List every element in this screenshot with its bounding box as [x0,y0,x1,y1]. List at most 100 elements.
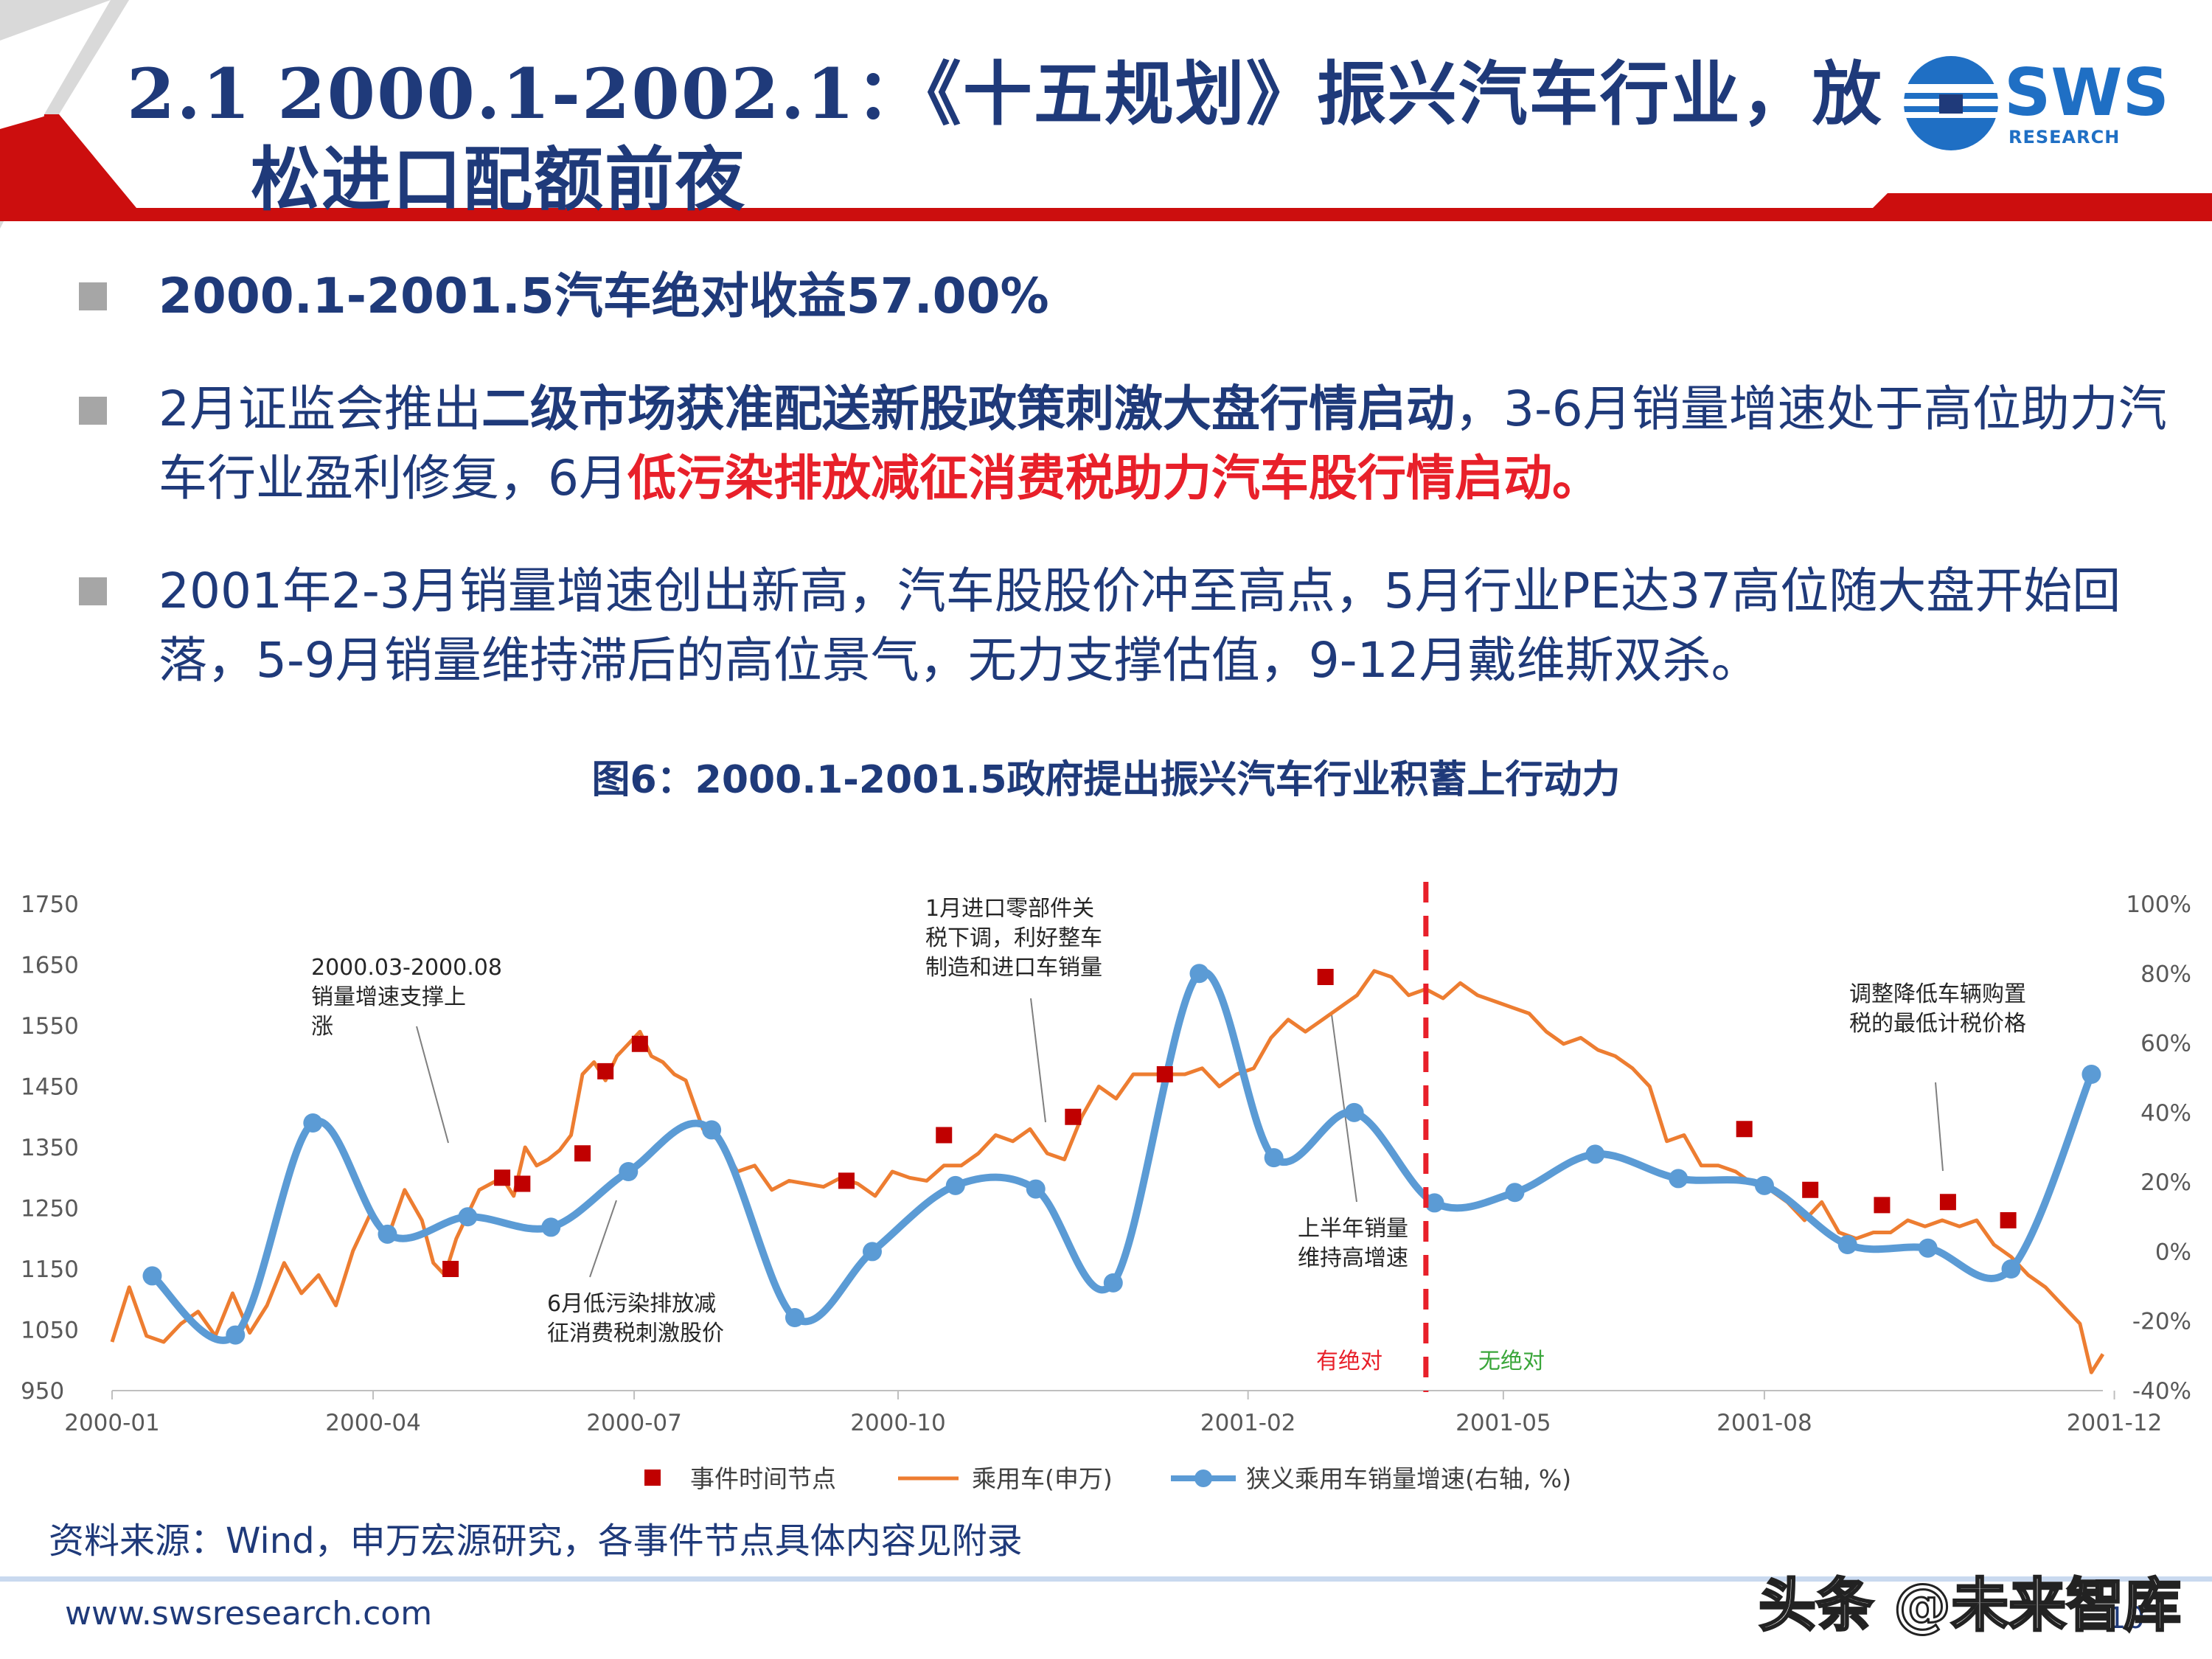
header-rule [125,208,2212,221]
event-markers [442,969,2017,1277]
event-marker [442,1261,459,1277]
growth-point [1585,1144,1605,1164]
line-chart: 1750 1650 1550 1450 1350 1250 1150 1050 950 100%… [21,882,2191,1493]
bullet-marker-1 [79,282,107,310]
y-left-tick-label: 1450 [21,1074,79,1101]
annotation-text: 1月进口零部件关税下调，利好整车制造和进口车销量 [925,896,1102,981]
y-left-tick-label: 950 [21,1378,64,1405]
growth-point [1837,1235,1857,1254]
bullet-1: 2000.1-2001.5汽车绝对收益57.00% [159,268,1049,324]
growth-point [541,1217,561,1237]
event-marker [1317,969,1334,985]
x-tick-label: 2001-02 [1200,1410,1296,1436]
growth-point [1103,1273,1123,1293]
y-axis-left: 1750 1650 1550 1450 1350 1250 1150 1050 950 [21,891,79,1405]
sws-logo-text: SWS [2004,55,2169,131]
x-tick-label: 2001-12 [2067,1410,2163,1436]
x-tick-label: 2000-10 [850,1410,946,1436]
legend-swatch-growth-point [1194,1470,1212,1487]
event-marker [1065,1108,1082,1125]
y-left-tick-label: 1750 [21,891,79,918]
footer-rule [0,1576,2212,1582]
x-tick-label: 2000-07 [586,1410,682,1436]
growth-point [1189,964,1209,984]
event-marker [1874,1197,1891,1214]
y-left-tick-label: 1650 [21,953,79,979]
sws-logo: SWS RESEARCH [1893,52,2169,155]
bullet-2-emphasis-2: 低污染排放减征消费税助力汽车股行情启动。 [627,450,1601,507]
event-marker [1939,1194,1956,1211]
growth-point [378,1224,397,1244]
growth-point [785,1308,804,1327]
growth-point [1754,1175,1774,1195]
annotation-leader [1935,1082,1944,1172]
event-marker [631,1035,648,1052]
growth-point [1425,1193,1444,1213]
bullet-marker-2 [79,397,107,425]
chart-legend: 事件时间节点 乘用车(申万) 狭义乘用车销量增速(右轴, %) [644,1464,1571,1493]
event-marker [494,1169,511,1186]
event-marker [936,1127,953,1144]
annotation-text: 6月低污染排放减征消费税刺激股价 [547,1291,724,1346]
y-right-tick-label: 20% [2140,1169,2191,1196]
header-decoration [0,0,2212,229]
y-right-tick-label: 0% [2155,1239,2191,1265]
annotation-text: 上半年销量维持高增速 [1298,1216,1408,1271]
annotation-relative-no: 无绝对 [1478,1349,1545,1374]
y-axis-right: 100% 80% 60% 40% 20% 0% -20% -40% [2126,891,2191,1405]
bullet-2-emphasis-1: 二级市场获准配送新股政策刺激大盘行情启动 [481,380,1455,437]
x-tick-label: 2000-01 [64,1410,160,1436]
growth-point [1344,1102,1364,1122]
growth-point [702,1120,722,1140]
legend-label-event: 事件时间节点 [690,1464,836,1493]
y-right-tick-label: -40% [2132,1378,2191,1405]
legend-label-growth: 狭义乘用车销量增速(右轴, %) [1246,1464,1571,1493]
event-marker [2000,1212,2017,1228]
annotation-text: 调整降低车辆购置税的最低计税价格 [1849,981,2026,1037]
annotations: 2000.03-2000.08 销量增速支撑上涨 6月低污染排放减征消费税刺激股价 1… [311,896,2026,1374]
website-link[interactable]: www.swsresearch.com [65,1595,433,1632]
growth-point [226,1325,246,1345]
page-title-line1: 2.1 2000.1-2002.1：《十五规划》振兴汽车行业，放 [127,54,1883,135]
growth-point [1505,1183,1525,1203]
y-left-tick-label: 1550 [21,1013,79,1040]
y-left-tick-label: 1350 [21,1135,79,1161]
header-rule-right [1873,193,2212,208]
x-tick-label: 2001-08 [1717,1410,1812,1436]
bullet-2-part1: 2月证监会推出 [159,380,481,437]
growth-point [2081,1065,2101,1084]
page-title-line2: 松进口配额前夜 [251,139,747,220]
bullet-2: 2月证监会推出二级市场获准配送新股政策刺激大盘行情启动，3-6月销量增速处于高位… [159,375,2194,513]
header-accent [44,114,136,221]
growth-point [1264,1148,1284,1168]
event-marker [1802,1181,1819,1198]
event-marker [574,1145,591,1162]
event-marker [1736,1121,1753,1138]
watermark: 头条 @未来智库 [1757,1572,2182,1641]
annotation-leader [1331,1014,1357,1203]
y-left-tick-label: 1250 [21,1196,79,1222]
annotation-leaders [416,998,1944,1278]
series-line-price [110,969,2105,1374]
figure-title: 图6：2000.1-2001.5政府提出振兴汽车行业积蓄上行动力 [591,758,1621,802]
legend-swatch-event [644,1470,661,1486]
x-axis: 2000-01 2000-04 2000-07 2000-10 2001-02 2001-… [64,1391,2162,1436]
y-right-tick-label: -20% [2132,1309,2191,1335]
growth-point [945,1175,965,1195]
y-right-tick-label: 80% [2140,961,2191,987]
growth-point [619,1162,639,1181]
x-tick-label: 2001-05 [1455,1410,1551,1436]
growth-point [862,1242,882,1262]
bullet-marker-3 [79,577,107,605]
bullet-3: 2001年2-3月销量增速创出新高，汽车股股价冲至高点，5月行业PE达37高位随… [159,563,2121,689]
x-tick-label: 2000-04 [325,1410,421,1436]
y-left-tick-label: 1150 [21,1256,79,1283]
growth-point [142,1266,162,1286]
page-number: 10 [2107,1601,2145,1635]
growth-point [458,1207,478,1227]
source-note: 资料来源：Wind，申万宏源研究，各事件节点具体内容见附录 [49,1520,1023,1562]
annotation-leader [1030,998,1046,1123]
y-left-tick-label: 1050 [21,1318,79,1344]
event-marker [597,1062,614,1079]
annotation-leader [589,1200,617,1278]
